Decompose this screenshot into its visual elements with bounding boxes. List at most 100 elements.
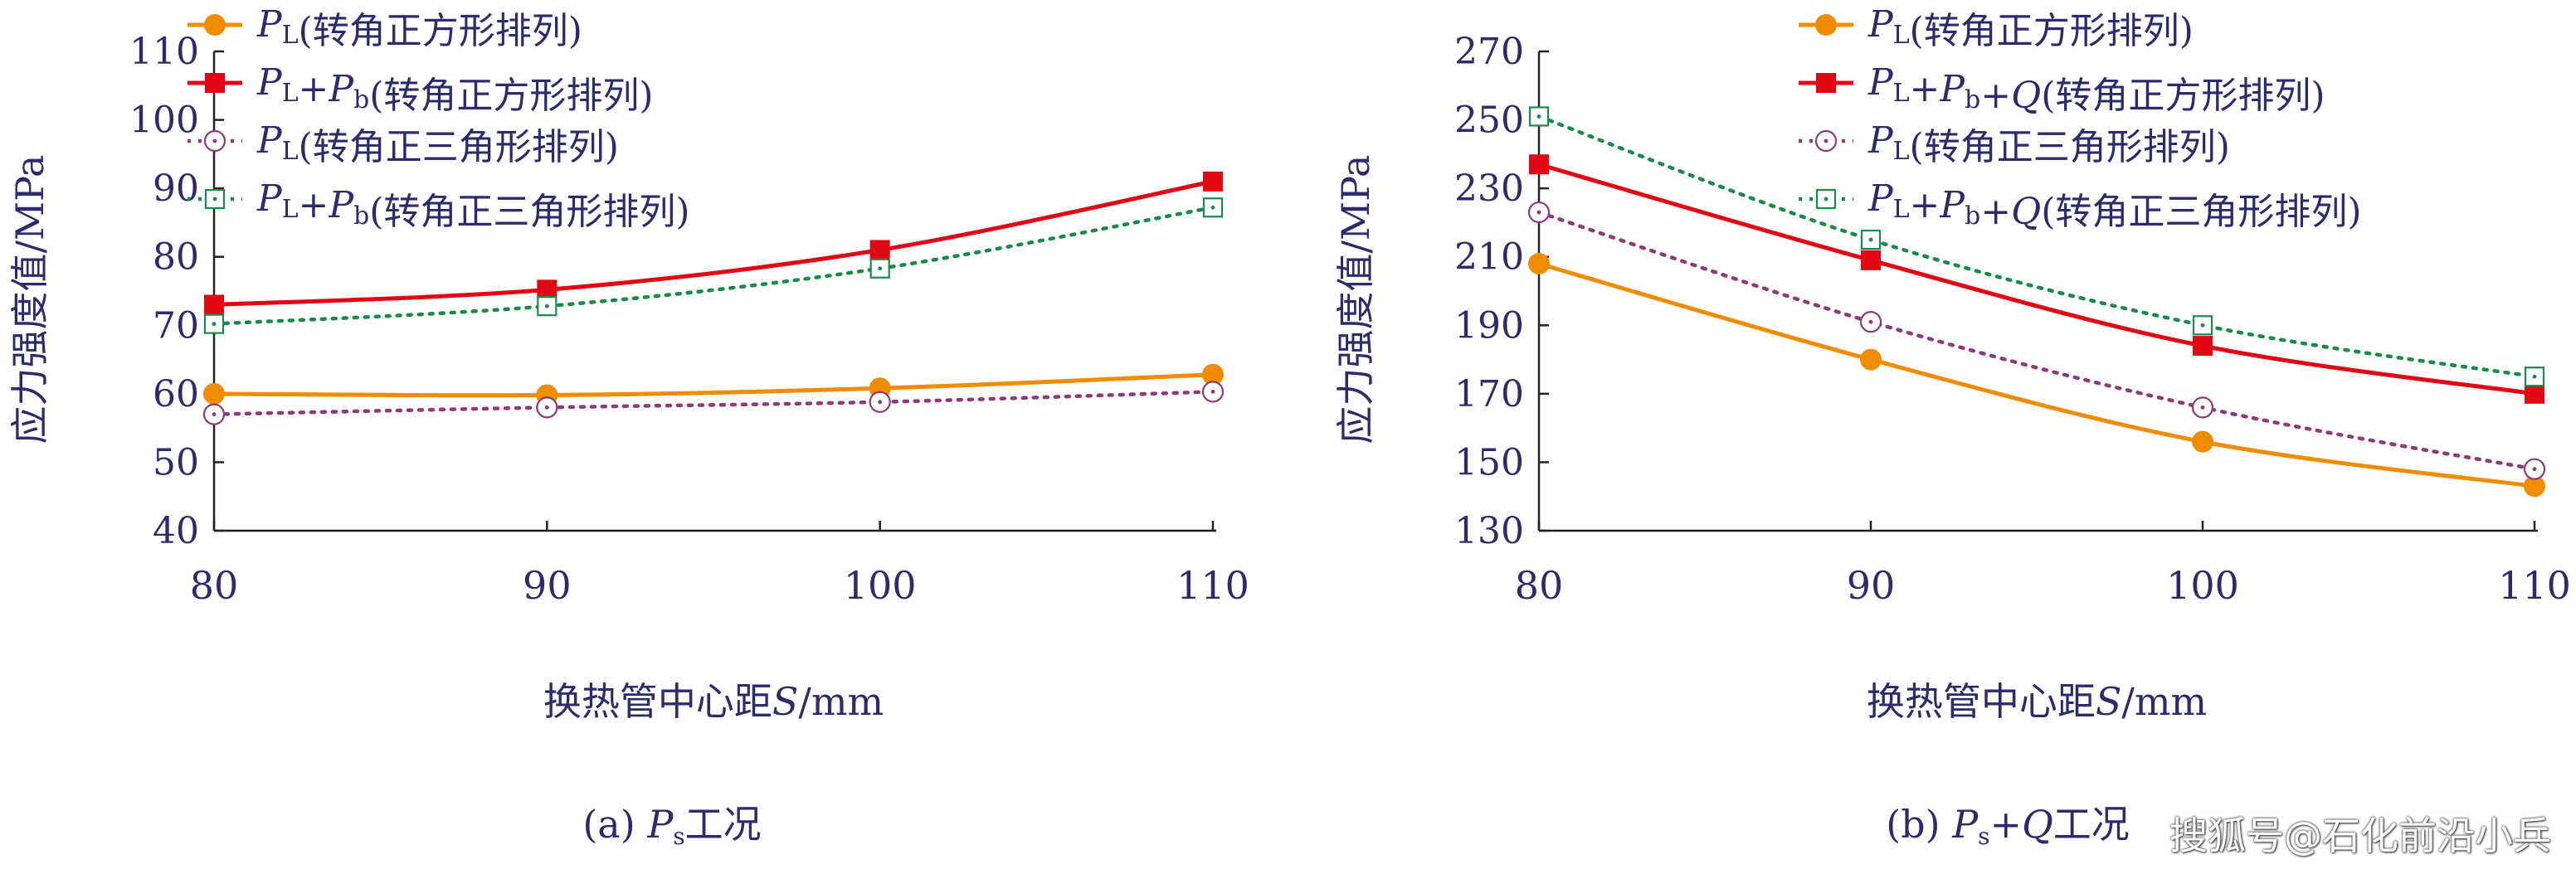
y-tick-label: 230 [1454,168,1524,210]
data-point-dot [212,412,217,417]
data-point [1859,311,1882,333]
data-point [869,391,891,413]
legend-marker-1 [1815,14,1837,36]
y-tick-label: 90 [153,168,199,210]
y-tick-label: 80 [153,236,199,279]
data-point-dot [1210,205,1215,210]
data-point [537,296,558,317]
legend-marker-4-dot [212,197,217,202]
data-point [869,258,890,279]
data-point-dot [544,303,549,308]
y-tick-label: 190 [1454,304,1524,347]
y-tick-label: 170 [1454,373,1524,415]
data-point [2193,336,2213,357]
y-axis-label: 应力强度值/MPa [1333,155,1378,444]
panel-caption: (a) Ps工况 [582,802,761,850]
x-axis-label: 换热管中心距S/mm [1867,679,2207,724]
legend-marker-4 [204,188,226,210]
series-line-3 [212,390,1215,416]
legend-marker-2 [205,73,225,93]
y-tick-label: 130 [1454,510,1524,552]
legend-label-2: PL+Pb+Q(转角正方形排列) [1867,61,2325,117]
data-point-dot [1868,237,1873,242]
data-point [2191,396,2214,419]
x-tick-label: 90 [523,563,572,608]
data-point [1202,197,1224,218]
data-point-dot [1868,319,1873,324]
data-point [536,396,558,419]
series-line-4 [212,206,1215,326]
data-point [1860,348,1882,371]
y-tick-label: 50 [153,441,199,483]
legend-marker-4 [1815,188,1837,210]
data-point [1528,106,1550,127]
data-point [1528,252,1550,274]
series-line-1 [1536,261,2537,488]
x-tick-label: 80 [190,563,239,608]
legend-label-4: PL+Pb+Q(转角正三角形排列) [1867,177,2362,233]
data-point [869,240,890,260]
y-tick-label: 100 [129,100,199,142]
series-line-3 [1536,210,2537,471]
data-point-dot [2200,323,2205,328]
data-point [1202,363,1224,386]
data-point [204,294,224,315]
data-point [2524,367,2545,387]
series-line-4 [1536,114,2537,379]
series-line-2 [1536,162,2537,396]
y-tick-label: 70 [153,304,199,347]
x-tick-label: 80 [1515,563,1564,608]
data-point-dot [212,322,217,327]
data-point-dot [1536,114,1541,119]
y-tick-label: 60 [153,373,199,415]
y-tick-label: 210 [1454,236,1524,279]
chart-panel-a: 40 50 60 70 80 90 100 110 80 90 100 110 应力强度值/MPa 换热管… [7,3,1249,850]
data-point-dot [2532,374,2537,379]
data-point-dot [1536,210,1541,215]
data-point-dot [544,405,549,410]
data-point [202,403,226,425]
x-tick-label: 90 [1847,563,1896,608]
legend-marker-3 [203,129,226,153]
data-point [1203,171,1223,192]
x-tick-label: 100 [844,563,917,608]
series-line-2 [212,179,1215,308]
data-point [2523,458,2546,480]
data-point [2524,475,2545,498]
y-tick-label: 150 [1454,441,1524,483]
data-point-dot [878,266,883,271]
data-point [2192,315,2213,336]
data-point [1861,250,1881,270]
legend-label-1: PL(转角正方形排列) [1867,3,2194,52]
data-point [1201,381,1225,403]
data-point [2192,430,2213,453]
series-line-1 [212,372,1215,398]
watermark: 搜狐号@石化前沿小兵 [2169,813,2551,858]
legend-marker-1 [204,14,226,36]
y-tick-label: 40 [153,510,199,552]
y-tick-label: 270 [1454,31,1524,73]
legend-label-2: PL+Pb(转角正方形排列) [256,61,654,117]
x-tick-label: 100 [2166,563,2239,608]
chart-panel-b: 130 150 170 190 210 230 250 270 80 90 100 110 应力强度值/… [1333,3,2571,850]
data-point [203,313,225,334]
legend-label-3: PL(转角正三角形排列) [256,119,619,168]
data-point-dot [1210,389,1215,394]
legend-label-1: PL(转角正方形排列) [256,3,582,52]
legend-marker-3 [1814,129,1838,153]
legend-label-3: PL(转角正三角形排列) [1867,119,2230,168]
data-point [1529,154,1549,175]
panel-caption: (b) Ps+Q工况 [1886,802,2130,850]
data-point-dot [2532,467,2537,472]
x-axis-label: 换热管中心距S/mm [543,679,884,724]
legend-label-4: PL+Pb(转角正三角形排列) [256,177,690,233]
data-point [203,382,225,405]
data-point [1860,229,1882,250]
legend-marker-3-dot [1824,138,1829,143]
y-axis-label: 应力强度值/MPa [7,155,52,444]
legend-marker-2 [1816,73,1836,93]
x-tick-label: 110 [2498,563,2571,608]
y-tick-label: 110 [129,31,199,73]
data-point-dot [2200,405,2205,410]
